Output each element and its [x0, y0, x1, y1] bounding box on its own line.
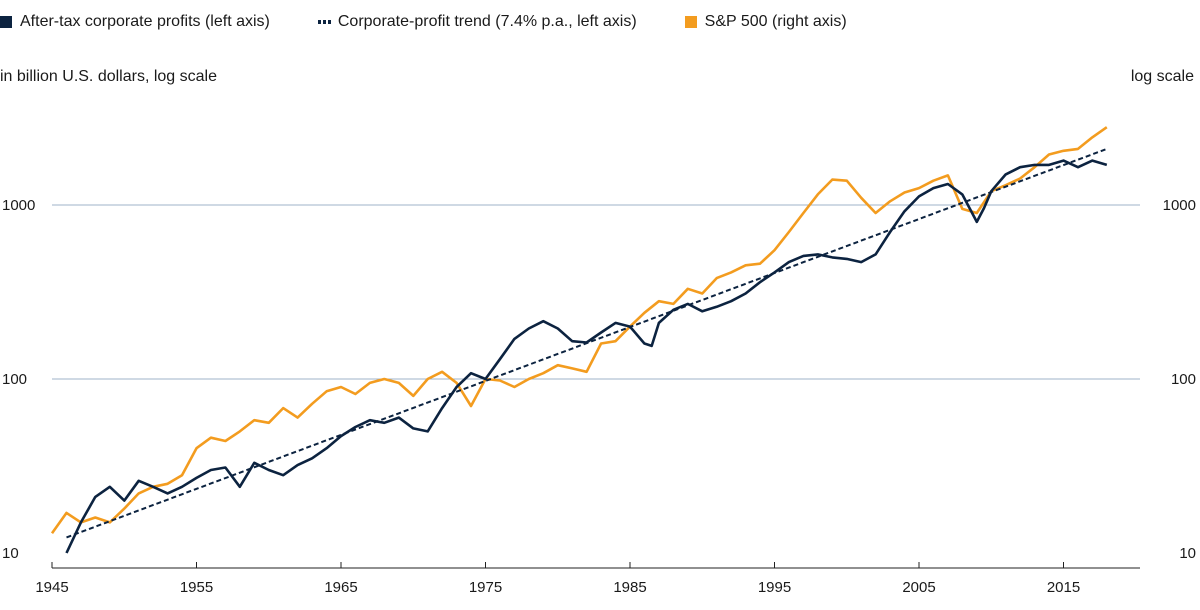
legend-item-sp500: S&P 500 (right axis) — [684, 13, 847, 31]
legend: After-tax corporate profits (left axis) … — [0, 10, 895, 34]
x-tick-label: 1945 — [35, 579, 68, 596]
y-tick-label-left: 1000 — [2, 197, 35, 214]
profits-swatch-icon — [0, 16, 12, 28]
sp500-swatch-icon — [684, 16, 697, 28]
y-tick-label-right: 1000 — [1163, 197, 1196, 214]
x-tick-label: 1995 — [758, 579, 791, 596]
legend-item-profits: After-tax corporate profits (left axis) — [0, 13, 270, 31]
y-tick-label-left: 10 — [2, 545, 19, 562]
x-tick-label: 1975 — [469, 579, 502, 596]
x-tick-label: 1985 — [613, 579, 646, 596]
legend-label-trend: Corporate-profit trend (7.4% p.a., left … — [337, 13, 637, 30]
x-tick-label: 1955 — [180, 579, 213, 596]
legend-label-sp500: S&P 500 (right axis) — [704, 13, 847, 30]
series-line-1 — [66, 147, 1108, 539]
right-axis-label: log scale — [1130, 68, 1194, 85]
series-lines — [50, 126, 1108, 554]
y-tick-label-left: 100 — [2, 371, 27, 388]
tick-labels: 1945 1955 1965 1975 1985 1995 2005 2015 10 10 100 1… — [2, 197, 1196, 596]
y-tick-label-right: 10 — [1179, 545, 1196, 562]
legend-item-trend: Corporate-profit trend (7.4% p.a., left … — [317, 13, 637, 31]
x-tick-label: 2015 — [1047, 579, 1080, 596]
trend-dash-icon — [317, 20, 332, 24]
series-line-2 — [50, 126, 1108, 534]
x-tick-label: 1965 — [324, 579, 357, 596]
y-tick-label-right: 100 — [1171, 371, 1196, 388]
x-tick-label: 2005 — [902, 579, 935, 596]
left-axis-label: in billion U.S. dollars, log scale — [0, 68, 217, 85]
legend-label-profits: After-tax corporate profits (left axis) — [20, 13, 270, 30]
gridlines — [52, 204, 1140, 569]
series-line-0 — [65, 159, 1108, 554]
